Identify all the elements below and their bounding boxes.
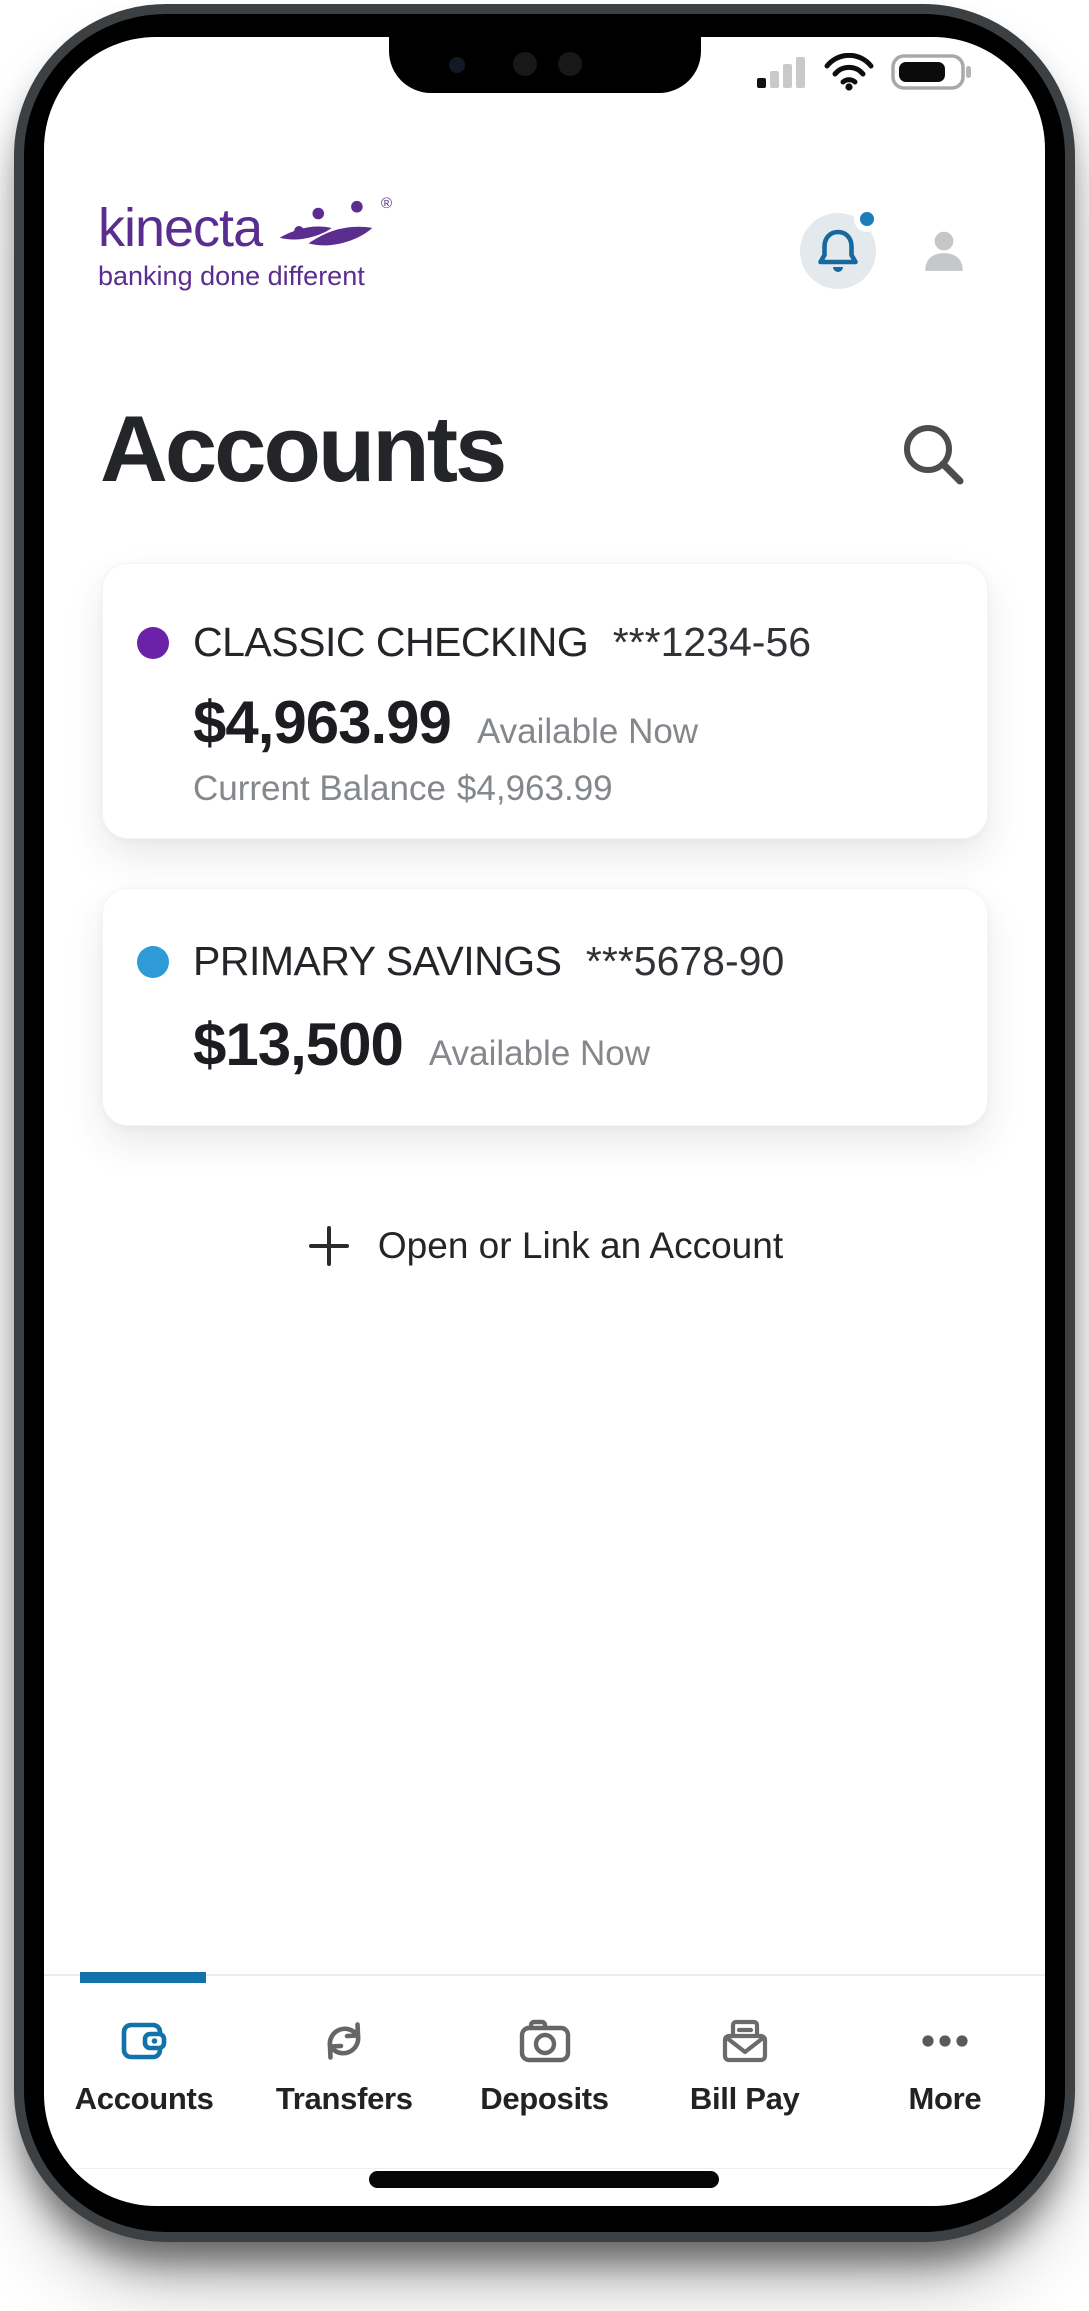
wallet-icon (121, 2022, 167, 2060)
tab-bill-pay[interactable]: Bill Pay (645, 1989, 845, 2117)
ellipsis-icon (922, 2035, 968, 2047)
plus-icon (308, 1226, 349, 1266)
registered-mark: ® (381, 195, 393, 212)
current-balance-label: Current Balance (193, 769, 446, 808)
search-icon[interactable] (896, 417, 972, 493)
tab-bar-divider (44, 1974, 1045, 1976)
available-balance: $4,963.99 (193, 689, 452, 756)
camera-dot-icon (448, 57, 465, 73)
logo-swoosh-icon (279, 200, 373, 246)
account-card-savings[interactable]: PRIMARY SAVINGS ***5678-90 $13,500 Avail… (102, 888, 988, 1126)
active-tab-indicator (80, 1972, 206, 1983)
current-balance-value: $4,963.99 (456, 769, 613, 808)
tab-label: More (908, 2081, 982, 2116)
account-number: ***5678-90 (585, 938, 785, 984)
open-or-link-account-label: Open or Link an Account (377, 1225, 784, 1266)
availability-label: Available Now (476, 712, 699, 751)
camera-dot-icon (512, 52, 537, 76)
tab-more[interactable]: More (845, 1989, 1045, 2117)
camera-icon (519, 2019, 570, 2063)
tab-label: Transfers (275, 2081, 413, 2116)
account-number: ***1234-56 (612, 619, 812, 665)
wifi-icon (824, 53, 874, 91)
open-or-link-account-button[interactable]: Open or Link an Account (44, 1223, 1045, 1269)
status-bar (757, 52, 973, 92)
kinecta-logo: kinecta ® banking done different (98, 195, 392, 292)
account-color-dot (137, 626, 169, 659)
cellular-signal-icon (757, 57, 805, 88)
account-title-row: PRIMARY SAVINGS ***5678-90 (137, 938, 784, 985)
account-title-row: CLASSIC CHECKING ***1234-56 (137, 619, 811, 666)
page-title: Accounts (100, 396, 507, 501)
tab-label: Accounts (74, 2081, 214, 2116)
phone-notch (388, 37, 701, 93)
battery-icon (891, 54, 971, 90)
logo-tagline: banking done different (98, 261, 365, 291)
bottom-tab-bar: Accounts Transfers (44, 1989, 1045, 2117)
home-area-divider (44, 2168, 1045, 2169)
notification-badge (854, 206, 880, 232)
profile-avatar-icon[interactable] (920, 227, 968, 275)
home-indicator[interactable] (369, 2171, 719, 2188)
balance-row: $13,500 Available Now (193, 1010, 650, 1079)
bell-icon (818, 229, 858, 272)
app-screen: kinecta ® banking done different (44, 37, 1045, 2206)
balance-row: $4,963.99 Available Now (193, 688, 698, 757)
account-name: CLASSIC CHECKING (193, 619, 589, 665)
current-balance-line: Current Balance $4,963.99 (193, 769, 613, 809)
availability-label: Available Now (428, 1034, 651, 1073)
logo-text: kinecta (98, 198, 263, 258)
transfer-arrows-icon (327, 2022, 361, 2060)
bill-envelope-icon (722, 2019, 767, 2063)
account-color-dot (137, 945, 169, 978)
camera-dot-icon (557, 52, 582, 76)
account-card-checking[interactable]: CLASSIC CHECKING ***1234-56 $4,963.99 Av… (102, 563, 988, 839)
account-name: PRIMARY SAVINGS (193, 938, 562, 984)
phone-frame: kinecta ® banking done different (14, 4, 1075, 2242)
tab-label: Deposits (480, 2081, 609, 2116)
tab-deposits[interactable]: Deposits (444, 1989, 644, 2117)
available-balance: $13,500 (193, 1011, 404, 1078)
tab-label: Bill Pay (689, 2081, 800, 2116)
tab-transfers[interactable]: Transfers (244, 1989, 444, 2117)
tab-accounts[interactable]: Accounts (44, 1989, 244, 2117)
notification-bell-button[interactable] (800, 206, 880, 289)
